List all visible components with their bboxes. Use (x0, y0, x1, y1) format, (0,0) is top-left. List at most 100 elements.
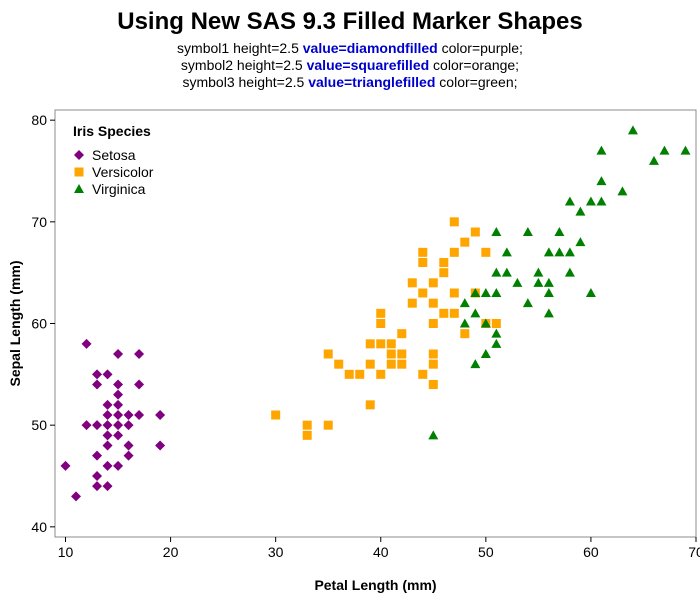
versicolor-point (460, 237, 470, 247)
setosa-point (113, 420, 124, 431)
subtitle-line-1-pre: symbol1 height=2.5 (177, 40, 303, 56)
legend-virginica-label: Virginica (92, 181, 146, 197)
versicolor-point (386, 349, 396, 359)
virginica-point (491, 288, 502, 297)
setosa-point (155, 410, 166, 420)
versicolor-point (365, 400, 375, 410)
virginica-point (470, 308, 481, 318)
versicolor-point (428, 380, 438, 389)
x-tick-label: 10 (58, 544, 74, 560)
virginica-point (585, 196, 596, 206)
virginica-point (459, 318, 470, 328)
versicolor-point (428, 298, 438, 308)
x-axis-title: Petal Length (mm) (314, 577, 436, 593)
subtitle-line-2-keyword: value=squarefilled (306, 57, 430, 73)
versicolor-point (418, 369, 428, 379)
setosa-point (123, 410, 134, 420)
setosa-point (134, 349, 145, 359)
virginica-point (491, 227, 502, 236)
virginica-point (564, 247, 575, 257)
versicolor-point (491, 319, 501, 328)
versicolor-point (449, 288, 459, 298)
setosa-point (123, 440, 134, 451)
versicolor-point (397, 349, 407, 359)
setosa-point (92, 379, 103, 390)
virginica-point (501, 247, 512, 257)
setosa-point (113, 430, 124, 441)
virginica-point (533, 277, 544, 287)
virginica-point (533, 267, 544, 277)
virginica-point (585, 288, 596, 297)
versicolor-point (365, 339, 375, 349)
setosa-point (102, 369, 113, 380)
versicolor-point (449, 247, 459, 257)
versicolor-point (407, 278, 417, 288)
versicolor-point (418, 247, 428, 257)
x-tick-label: 20 (163, 544, 179, 560)
setosa-point (102, 481, 113, 492)
versicolor-point (470, 227, 480, 237)
setosa-point (134, 410, 145, 420)
versicolor-point (376, 339, 386, 349)
virginica-point (596, 145, 607, 155)
setosa-point (92, 369, 103, 380)
versicolor-point (344, 369, 354, 379)
virginica-point (501, 267, 512, 277)
versicolor-point (439, 258, 449, 267)
virginica-point (480, 349, 491, 358)
setosa-point (102, 420, 113, 431)
subtitle-line-2: symbol2 height=2.5 value=squarefilled co… (0, 57, 700, 73)
y-tick-label: 60 (31, 316, 47, 332)
x-tick-label: 70 (688, 544, 700, 560)
y-tick-label: 70 (31, 214, 47, 230)
legend-setosa-marker (74, 150, 84, 160)
virginica-point (512, 277, 523, 287)
virginica-point (522, 298, 533, 308)
virginica-point (596, 196, 607, 206)
setosa-point (81, 338, 92, 349)
versicolor-point (376, 369, 386, 379)
virginica-point (480, 318, 491, 328)
subtitle-line-1-keyword: value=diamondfilled (302, 40, 438, 56)
versicolor-point (397, 329, 407, 339)
versicolor-point (271, 410, 281, 420)
setosa-point (113, 460, 124, 471)
versicolor-point (481, 247, 491, 257)
subtitle-line-3-pre: symbol3 height=2.5 (182, 74, 309, 90)
virginica-point (543, 277, 554, 287)
setosa-point (113, 379, 124, 390)
x-tick-label: 40 (373, 544, 389, 560)
virginica-point (428, 430, 439, 440)
setosa-point (102, 399, 113, 410)
legend-setosa-label: Setosa (92, 147, 136, 163)
setosa-point (155, 440, 166, 451)
setosa-point (134, 379, 145, 390)
virginica-point (543, 308, 554, 318)
subtitle-line-2-pre: symbol2 height=2.5 (180, 57, 307, 73)
setosa-point (92, 450, 103, 461)
versicolor-point (418, 258, 428, 267)
versicolor-point (355, 369, 365, 379)
y-tick-label: 50 (31, 417, 47, 433)
setosa-point (60, 460, 71, 471)
setosa-point (102, 430, 113, 441)
subtitle-line-3-keyword: value=trianglefilled (308, 74, 436, 90)
versicolor-point (334, 359, 344, 369)
versicolor-point (428, 359, 438, 369)
versicolor-point (428, 278, 438, 288)
virginica-point (543, 247, 554, 257)
virginica-point (575, 237, 586, 247)
subtitle-line-1: symbol1 height=2.5 value=diamondfilled c… (0, 40, 700, 56)
versicolor-point (460, 329, 470, 339)
virginica-point (659, 145, 670, 155)
versicolor-point (376, 319, 386, 328)
setosa-point (113, 410, 124, 420)
legend-versicolor-marker (74, 167, 84, 177)
x-tick-label: 50 (478, 544, 494, 560)
virginica-point (564, 196, 575, 206)
versicolor-point (428, 349, 438, 359)
versicolor-point (365, 359, 375, 369)
versicolor-point (428, 319, 438, 328)
virginica-point (470, 359, 481, 369)
